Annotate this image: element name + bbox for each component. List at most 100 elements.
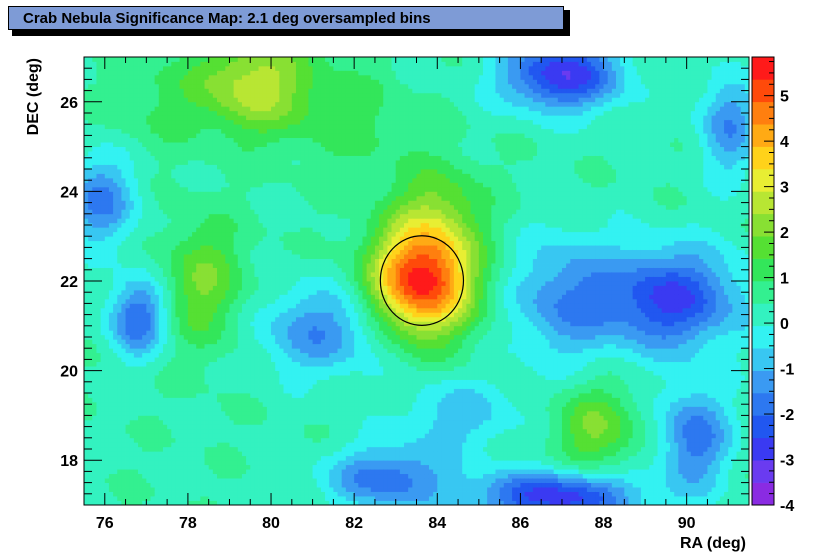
heatmap-cell (279, 74, 284, 80)
heatmap-cell (171, 361, 176, 367)
heatmap-cell (171, 263, 176, 268)
heatmap-cell (175, 124, 180, 130)
heatmap-cell (133, 227, 139, 233)
heatmap-cell (258, 419, 264, 425)
heatmap-cell (254, 169, 259, 174)
heatmap-cell (212, 267, 218, 273)
heatmap-cell (146, 410, 151, 416)
heatmap-cell (208, 151, 214, 156)
heatmap-cell (179, 276, 185, 282)
heatmap-cell (250, 406, 255, 412)
heatmap-cell (258, 388, 264, 394)
heatmap-cell (279, 361, 284, 367)
heatmap-cell (138, 164, 143, 170)
heatmap-cell (217, 464, 222, 470)
heatmap-cell (196, 298, 201, 304)
heatmap-cell (283, 482, 289, 488)
heatmap-cell (225, 272, 230, 277)
heatmap-cell (88, 173, 93, 179)
heatmap-cell (275, 303, 280, 309)
heatmap-cell (258, 146, 264, 152)
heatmap-cell (158, 433, 164, 439)
heatmap-cell (125, 254, 131, 259)
heatmap-cell (117, 298, 122, 304)
heatmap-cell (196, 388, 201, 394)
heatmap-cell (146, 352, 151, 358)
heatmap-cell (113, 79, 118, 85)
heatmap-cell (162, 393, 168, 398)
heatmap-cell (262, 393, 268, 398)
heatmap-cell (100, 155, 106, 161)
heatmap-cell (162, 218, 168, 224)
heatmap-cell (84, 406, 89, 412)
heatmap-cell (233, 442, 239, 448)
heatmap-cell (241, 173, 247, 179)
heatmap-cell (117, 343, 122, 349)
heatmap-cell (287, 240, 293, 246)
heatmap-cell (108, 303, 114, 309)
heatmap-cell (125, 106, 131, 112)
heatmap-cell (162, 303, 168, 309)
heatmap-cell (196, 276, 201, 282)
heatmap-cell (179, 370, 185, 376)
heatmap-cell (121, 496, 126, 501)
heatmap-cell (179, 446, 185, 452)
heatmap-cell (84, 348, 89, 354)
heatmap-cell (208, 487, 214, 492)
heatmap-cell (212, 160, 218, 165)
heatmap-cell (241, 115, 247, 121)
heatmap-cell (196, 370, 201, 376)
heatmap-cell (254, 491, 259, 497)
heatmap-cell (208, 173, 214, 179)
heatmap-cell (192, 366, 197, 371)
heatmap-cell (158, 133, 164, 139)
heatmap-cell (275, 415, 280, 421)
heatmap-cell (167, 151, 172, 156)
heatmap-cell (117, 451, 122, 457)
heatmap-cell (100, 352, 106, 358)
heatmap-cell (212, 106, 218, 112)
heatmap-cell (154, 428, 160, 434)
heatmap-cell (275, 437, 280, 443)
heatmap-cell (283, 307, 289, 313)
heatmap-cell (217, 401, 222, 407)
heatmap-cell (183, 410, 189, 416)
heatmap-cell (225, 200, 230, 206)
heatmap-cell (84, 101, 89, 107)
heatmap-cell (275, 267, 280, 273)
heatmap-cell (167, 249, 172, 255)
heatmap-cell (142, 379, 147, 385)
heatmap-cell (221, 227, 226, 233)
heatmap-cell (192, 83, 197, 89)
heatmap-cell (154, 128, 160, 134)
heatmap-cell (142, 133, 147, 139)
heatmap-cell (217, 352, 222, 358)
heatmap-cell (92, 173, 97, 179)
heatmap-cell (104, 61, 110, 67)
heatmap-cell (171, 316, 176, 322)
heatmap-cell (283, 410, 289, 416)
heatmap-cell (258, 496, 264, 501)
heatmap-cell (96, 254, 102, 259)
heatmap-cell (196, 231, 201, 237)
heatmap-cell (171, 348, 176, 354)
heatmap-cell (167, 222, 172, 228)
heatmap-cell (133, 209, 139, 215)
heatmap-cell (271, 182, 276, 188)
heatmap-cell (229, 496, 235, 501)
heatmap-cell (108, 200, 114, 206)
heatmap-cell (162, 173, 168, 179)
heatmap-cell (150, 119, 156, 125)
heatmap-cell (200, 240, 205, 246)
heatmap-cell (287, 236, 293, 242)
heatmap-cell (121, 115, 126, 121)
heatmap-cell (150, 160, 156, 165)
heatmap-cell (96, 164, 102, 170)
heatmap-cell (113, 92, 118, 98)
heatmap-cell (233, 473, 239, 479)
heatmap-cell (183, 101, 189, 107)
heatmap-cell (167, 209, 172, 215)
heatmap-cell (241, 397, 247, 403)
heatmap-cell (275, 406, 280, 412)
heatmap-cell (271, 231, 276, 237)
